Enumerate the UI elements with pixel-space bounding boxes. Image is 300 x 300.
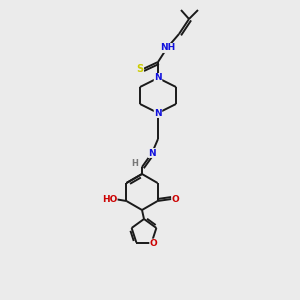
Text: NH: NH: [160, 44, 175, 52]
Text: O: O: [150, 239, 158, 248]
Text: O: O: [172, 194, 179, 203]
Text: HO: HO: [102, 194, 117, 203]
Text: N: N: [148, 148, 156, 158]
Text: H: H: [132, 160, 138, 169]
Text: S: S: [136, 64, 144, 74]
Text: N: N: [154, 109, 162, 118]
Text: N: N: [154, 74, 162, 82]
